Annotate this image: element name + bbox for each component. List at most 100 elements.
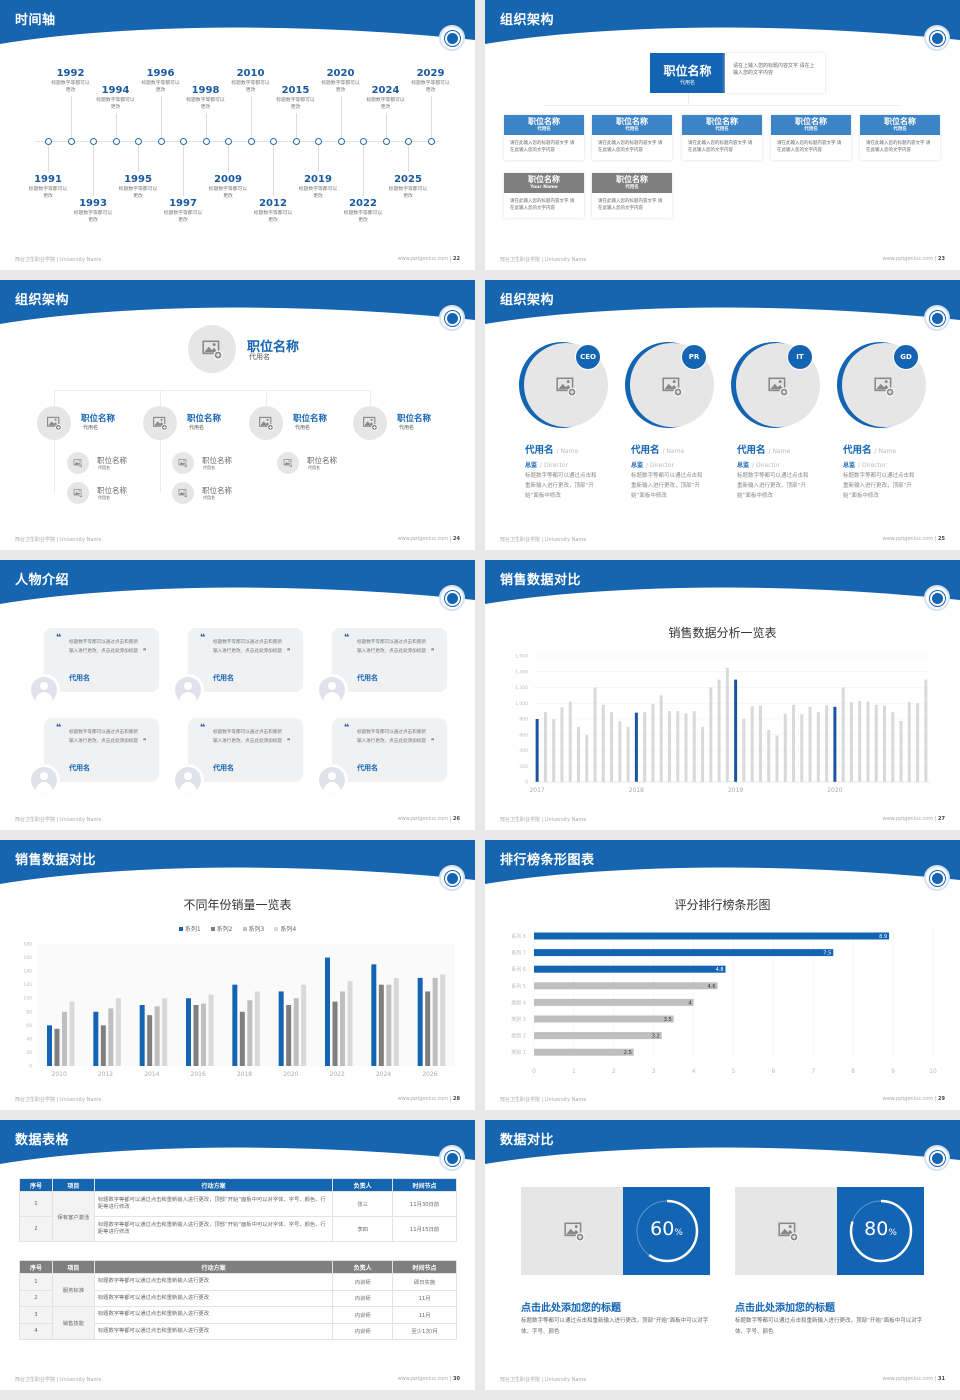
avatar[interactable] — [28, 674, 60, 706]
table-row[interactable]: 1 保有客户激活 标题数字等都可以通过点击和重新输入进行更改，顶部“开始”面板中可以… — [19, 1191, 457, 1242]
bar — [866, 701, 870, 782]
person-name: 代用名 — [631, 445, 660, 456]
testimonial-card[interactable] — [188, 628, 303, 692]
sub-photo[interactable] — [67, 452, 89, 474]
sub-photo[interactable] — [172, 482, 194, 504]
member-photo[interactable] — [143, 406, 177, 440]
footer-url[interactable]: www.pptgenius.com — [397, 256, 449, 262]
member-photo[interactable] — [249, 406, 283, 440]
timeline-connector — [183, 145, 184, 196]
testimonial-card[interactable] — [44, 628, 159, 692]
timeline-dot[interactable] — [112, 138, 120, 145]
timeline-connector — [205, 113, 207, 138]
top-position-box[interactable]: 职位名称 代用名 — [650, 53, 725, 93]
legend-item[interactable]: 系列2 — [210, 926, 233, 933]
testimonial-card[interactable] — [332, 718, 447, 782]
timeline-dot[interactable] — [315, 138, 322, 145]
position-card[interactable]: 职位名称 Your Name 请在此输入您的标题内容文字 请在此输入您的文字内容 — [504, 173, 584, 218]
footer-url[interactable]: www.pptgenius.com — [397, 1096, 449, 1102]
timeline-dot[interactable] — [180, 138, 187, 145]
person-role-en: / Director — [858, 462, 887, 469]
position-card[interactable]: 职位名称 代用名 请在此输入您的标题内容文字 请在此输入您的文字内容 — [682, 115, 762, 160]
timeline-dot[interactable] — [135, 138, 142, 145]
sub-photo[interactable] — [172, 452, 194, 474]
position-card[interactable]: 职位名称 代用名 请在此输入您的标题内容文字 请在此输入您的文字内容 — [592, 173, 672, 218]
timeline-dot[interactable] — [270, 138, 277, 145]
footer-url[interactable]: www.pptgenius.com — [882, 1376, 934, 1382]
timeline-dot[interactable] — [337, 138, 345, 145]
table-row[interactable]: 2 标题数字等都可以通过点击和重新输入进行更改，顶部“开始”面板中可以对字体、字号… — [19, 1216, 457, 1242]
footer-url[interactable]: www.pptgenius.com — [397, 816, 449, 822]
position-card[interactable]: 职位名称 代用名 请在此输入您的标题内容文字 请在此输入您的文字内容 — [771, 115, 851, 160]
bar — [825, 705, 829, 782]
plus-sign — [56, 425, 60, 429]
top-photo[interactable] — [188, 325, 236, 373]
avatar[interactable] — [172, 674, 204, 706]
timeline-dot[interactable] — [292, 138, 300, 145]
timeline-desc: 标题数字等都可以更改 — [411, 81, 450, 93]
item-title[interactable]: 点击此处添加您的标题 — [521, 1303, 621, 1314]
image-mountain — [364, 421, 374, 426]
legend-item[interactable]: 系列4 — [274, 926, 296, 933]
timeline-dot[interactable] — [67, 138, 75, 145]
table-row[interactable]: 3 销售技能 标题数字等都可以通过点击和重新输入进行更改 内训师 11月 — [19, 1306, 457, 1340]
header-band — [0, 0, 475, 44]
bar — [610, 711, 614, 782]
timeline-dot[interactable] — [45, 138, 52, 145]
page-number: 31 — [938, 1376, 945, 1382]
footer-url[interactable]: www.pptgenius.com — [397, 536, 449, 542]
legend-item[interactable]: 系列3 — [242, 926, 264, 933]
image-sun — [183, 460, 185, 462]
timeline-dot[interactable] — [382, 138, 390, 145]
open-quote-icon: ❝ — [56, 723, 62, 733]
timeline-connector — [250, 96, 252, 138]
timeline-dot[interactable] — [225, 138, 232, 145]
footer-url[interactable]: www.pptgenius.com — [882, 816, 934, 822]
bar — [568, 701, 572, 782]
table-row[interactable]: 4 标题数字等都可以通过点击和重新输入进行更改 内训师 至少1次/月 — [19, 1322, 457, 1340]
footer-url[interactable]: www.pptgenius.com — [397, 1376, 449, 1382]
sub-photo[interactable] — [277, 452, 299, 474]
plus-sign — [79, 464, 82, 467]
data-label: 3.2 — [652, 1034, 660, 1040]
position-card[interactable]: 职位名称 代用名 请在此输入您的标题内容文字 请在此输入您的文字内容 — [860, 115, 940, 160]
footer-url[interactable]: www.pptgenius.com — [882, 256, 934, 262]
bar — [883, 705, 887, 782]
position-card-header: 职位名称 代用名 — [860, 115, 940, 135]
timeline-dot[interactable] — [247, 138, 255, 145]
avatar[interactable] — [316, 674, 348, 706]
timeline-year: 1991 — [34, 174, 62, 185]
legend-item[interactable]: 系列1 — [178, 926, 201, 933]
position-card[interactable]: 职位名称 代用名 请在此输入您的标题内容文字 请在此输入您的文字内容 — [592, 115, 672, 160]
deadline-cell: 11月30日前 — [392, 1191, 457, 1217]
member-photo[interactable] — [37, 406, 71, 440]
testimonial-card[interactable] — [188, 718, 303, 782]
timeline-dot[interactable] — [90, 138, 97, 145]
image-placeholder-icon — [778, 1222, 799, 1242]
member-photo[interactable] — [353, 406, 387, 440]
sub-photo[interactable] — [67, 482, 89, 504]
avatar[interactable] — [28, 764, 60, 796]
testimonial-card[interactable] — [44, 718, 159, 782]
timeline-dot[interactable] — [202, 138, 210, 145]
table-row[interactable]: 2 标题数字等都可以通过点击和重新输入进行更改 内训师 11月 — [19, 1289, 457, 1307]
timeline-dot[interactable] — [360, 138, 367, 145]
person-role-en: / Director — [752, 462, 781, 469]
testimonial-card[interactable] — [332, 628, 447, 692]
table-row[interactable]: 1 服务标准 标题数字等都可以通过点击和重新输入进行更改 内训师 即日实施 — [19, 1273, 457, 1307]
footer-url[interactable]: www.pptgenius.com — [882, 536, 934, 542]
slide-10: 数据对比 邢台卫生职业学院 | University Name www.pptgen… — [485, 1120, 960, 1390]
item-title[interactable]: 点击此处添加您的标题 — [735, 1303, 835, 1314]
page-number: 25 — [938, 536, 945, 542]
timeline-dot[interactable] — [427, 138, 435, 145]
avatar[interactable] — [316, 764, 348, 796]
position-title: 职位名称 — [528, 117, 560, 126]
footer-url[interactable]: www.pptgenius.com — [882, 1096, 934, 1102]
image-placeholder-icon — [73, 489, 83, 498]
connector-v — [54, 390, 55, 410]
position-card[interactable]: 职位名称 代用名 请在此输入您的标题内容文字 请在此输入您的文字内容 — [504, 115, 584, 160]
timeline-dot[interactable] — [405, 138, 412, 145]
timeline-dot[interactable] — [157, 138, 165, 145]
timeline-desc: 标题数字等都可以更改 — [343, 211, 383, 223]
avatar[interactable] — [172, 764, 204, 796]
